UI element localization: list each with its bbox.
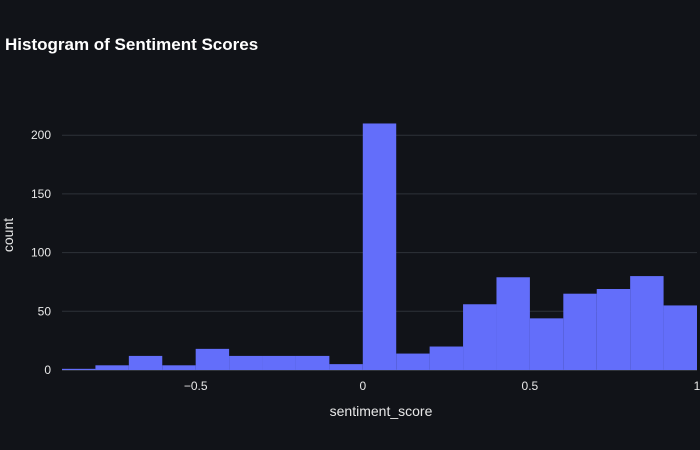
y-axis-label: count [0, 218, 16, 252]
histogram-bar [429, 346, 464, 370]
y-axis-ticks: 0 50 100 150 200 [31, 128, 51, 377]
histogram-bar [295, 355, 330, 370]
histogram-bar [62, 368, 96, 370]
histogram-bar [329, 364, 363, 370]
y-tick-label: 0 [44, 363, 51, 377]
histogram-bar [496, 277, 530, 370]
x-axis-ticks: −0.5 0 0.5 1 [184, 379, 700, 393]
histogram-bar [95, 365, 129, 370]
x-tick-label: 1 [694, 379, 700, 393]
y-tick-label: 150 [31, 187, 51, 201]
histogram-bar [229, 355, 263, 370]
x-tick-label: 0.5 [522, 379, 539, 393]
y-tick-label: 50 [38, 304, 52, 318]
histogram-bar [128, 355, 163, 370]
histogram-bar [630, 276, 664, 370]
y-tick-label: 100 [31, 246, 51, 260]
bars [62, 123, 697, 370]
x-tick-label: −0.5 [184, 379, 208, 393]
histogram-bar [596, 289, 631, 370]
histogram-bar [362, 123, 397, 370]
x-tick-label: 0 [359, 379, 366, 393]
histogram-bar [195, 348, 230, 370]
histogram-bar [529, 318, 564, 370]
y-tick-label: 200 [31, 128, 51, 142]
histogram-bar [563, 293, 597, 370]
histogram-bar [262, 355, 296, 370]
x-axis-label: sentiment_score [330, 403, 433, 419]
chart-title: Histogram of Sentiment Scores [5, 35, 258, 54]
histogram-bar [463, 304, 497, 370]
histogram-bar [663, 305, 697, 370]
histogram-bar [396, 353, 430, 370]
histogram-bar [162, 365, 196, 370]
